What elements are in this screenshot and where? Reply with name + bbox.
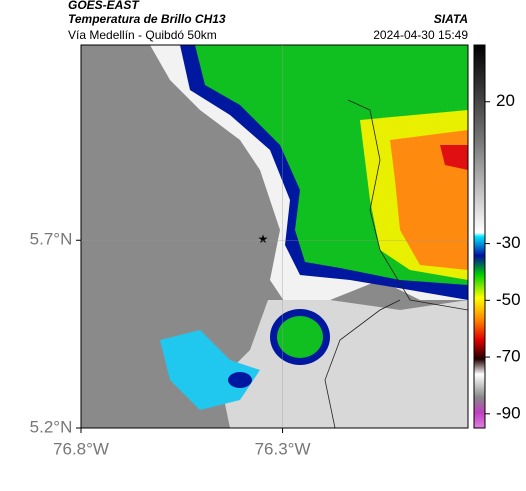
source: GOES-EAST: [68, 0, 140, 12]
map-frame: [80, 44, 469, 429]
timestamp: 2024-04-30 15:49: [373, 28, 468, 42]
colorbar-tick-label: -30: [496, 233, 521, 252]
location-marker: ★: [258, 232, 269, 246]
colorbar-tick-label: -50: [496, 290, 521, 309]
colorbar-tick-label: 20: [496, 91, 515, 110]
cloud-red: [440, 145, 468, 170]
x-tick-label: 76.8°W: [53, 439, 109, 458]
border-line: [324, 299, 401, 428]
product: Temperatura de Brillo CH13: [68, 12, 226, 26]
cell-core: [277, 316, 323, 358]
cell-south: [160, 330, 260, 410]
colorbar: [473, 44, 486, 429]
colorbar-tick-label: -90: [496, 403, 521, 422]
imagery: ★: [81, 45, 468, 428]
y-tick-label: 5.7°N: [30, 230, 73, 249]
agency: SIATA: [434, 12, 468, 26]
border-line: [347, 99, 468, 311]
cell-south-core: [228, 372, 252, 388]
colorbar-tick-label: -70: [496, 347, 521, 366]
x-tick-label: 76.3°W: [255, 439, 311, 458]
y-tick-label: 5.2°N: [30, 417, 73, 436]
region: Vía Medellín - Quibdó 50km: [68, 28, 217, 42]
